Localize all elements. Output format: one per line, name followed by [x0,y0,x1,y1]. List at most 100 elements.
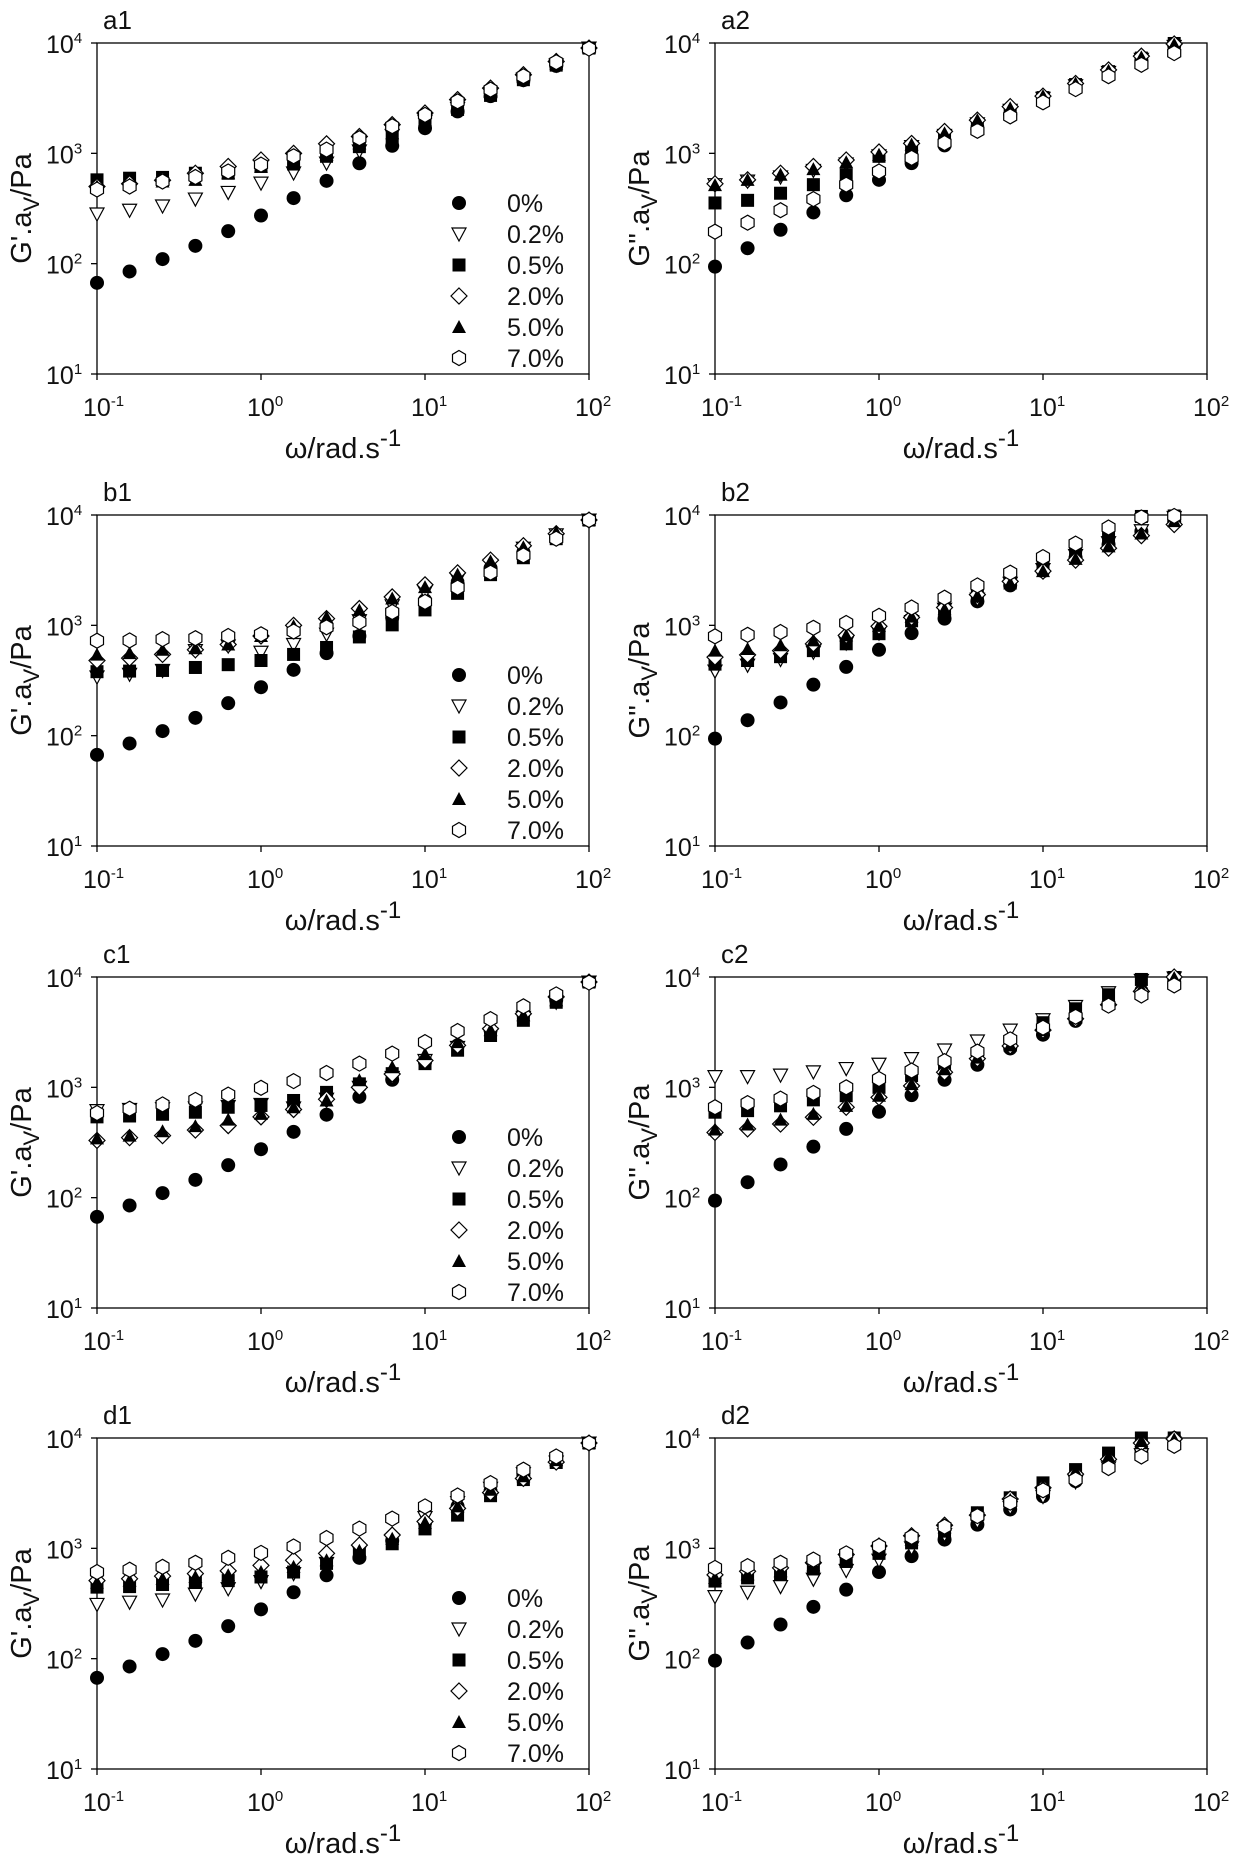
y-tick-label: 102 [664,723,700,752]
data-point [740,172,755,186]
data-point [872,618,886,632]
data-point [121,1595,138,1611]
panel-label: a1 [103,5,132,35]
data-point [904,626,919,641]
y-tick-label: 101 [46,833,82,862]
data-point [286,191,301,206]
y-axis-title-main: G''.a [624,208,656,267]
y-tick-label-exponent: 1 [692,1295,700,1312]
y-axis-title: G''.aV/Pa [624,150,662,267]
x-axis-title-main: ω/rad.s [285,1367,380,1399]
data-point [740,1635,755,1650]
data-point [741,193,755,207]
data-point [254,654,268,668]
data-point [156,1107,170,1121]
y-tick-label-base: 10 [664,1757,692,1785]
data-point [773,1112,788,1126]
y-tick-label: 102 [46,723,82,752]
y-tick-label-exponent: 4 [692,964,700,981]
data-point [352,1543,367,1557]
data-point [352,1055,367,1072]
x-tick-label-exponent: -1 [111,865,124,882]
series-s5 [707,977,1182,1116]
y-tick-label-base: 10 [46,834,74,862]
data-point [90,1670,104,1685]
data-point [319,1107,334,1122]
y-tick-label: 104 [46,964,82,993]
y-tick-label-base: 10 [46,613,74,641]
data-point [122,736,137,751]
data-point [286,1100,301,1114]
data-point [806,1139,821,1154]
legend: 0% 0.2% 0.5% 2.0% 5.0% 7.0% [450,190,564,373]
legend-label: 5.0% [507,1248,564,1276]
legend: 0% 0.2% 0.5% 2.0% 5.0% 7.0% [450,662,564,845]
data-point [871,607,887,624]
y-tick-label-base: 10 [664,724,692,752]
data-point [1035,1482,1051,1499]
data-point [286,1072,301,1090]
data-point [904,599,919,616]
x-tick-label-exponent: -1 [729,1327,742,1344]
data-point [872,1565,886,1580]
data-point [155,1647,170,1662]
x-tick-label-base: 10 [865,1328,893,1356]
legend-marker [450,759,468,777]
data-point [707,628,723,645]
data-point [1003,108,1018,125]
legend-marker [452,792,466,805]
data-point [121,203,138,219]
legend-marker [452,1130,466,1144]
y-tick-label-exponent: 2 [692,251,700,268]
data-point [937,1052,952,1070]
data-point [483,1474,498,1492]
data-point [385,618,399,632]
y-tick-label: 104 [46,1425,82,1454]
y-axis-title-unit: /Pa [6,1086,38,1130]
data-point [90,1209,104,1224]
data-point [155,724,170,739]
series-7.0% [89,1434,597,1581]
data-point [1068,1008,1083,1025]
x-tick-label: 10-1 [83,393,124,422]
data-point [806,1599,821,1614]
x-tick-label: 102 [575,865,611,894]
y-tick-label-exponent: 4 [74,502,82,519]
y-tick-label-exponent: 3 [74,1535,82,1552]
data-point [90,747,104,762]
data-point [385,118,400,135]
y-tick-label: 103 [664,612,700,641]
x-axis-title-exponent: -1 [998,1359,1019,1386]
data-point [483,1010,498,1028]
x-axis-title: ω/rad.s-1 [285,1359,402,1399]
x-tick-label: 102 [575,393,611,422]
data-point [773,202,788,219]
data-point [1134,56,1149,73]
x-tick-label-exponent: 0 [275,393,283,410]
y-tick-label-base: 10 [46,1075,74,1103]
y-tick-label-exponent: 2 [692,1185,700,1202]
y-axis-title-unit: /Pa [624,1545,656,1589]
data-point [904,1088,919,1103]
legend-label: 2.0% [507,1678,564,1706]
data-point [352,156,367,171]
y-tick-label-exponent: 3 [692,612,700,629]
data-point [516,998,531,1015]
y-tick-label-exponent: 3 [74,140,82,157]
plot-frame [714,42,1208,375]
x-tick-label: 101 [1029,1788,1065,1817]
x-tick-label-base: 10 [575,1789,603,1817]
y-tick-label: 103 [664,1535,700,1564]
data-point [220,185,237,201]
data-point [483,554,498,568]
x-tick-label-base: 10 [1193,394,1221,422]
legend-marker [450,227,468,243]
legend-marker [452,258,466,272]
y-tick-label: 102 [664,1185,700,1214]
data-point [581,1434,597,1452]
x-tick-label-exponent: 2 [603,865,611,882]
y-tick-label: 103 [664,140,700,169]
data-point [188,1633,203,1648]
